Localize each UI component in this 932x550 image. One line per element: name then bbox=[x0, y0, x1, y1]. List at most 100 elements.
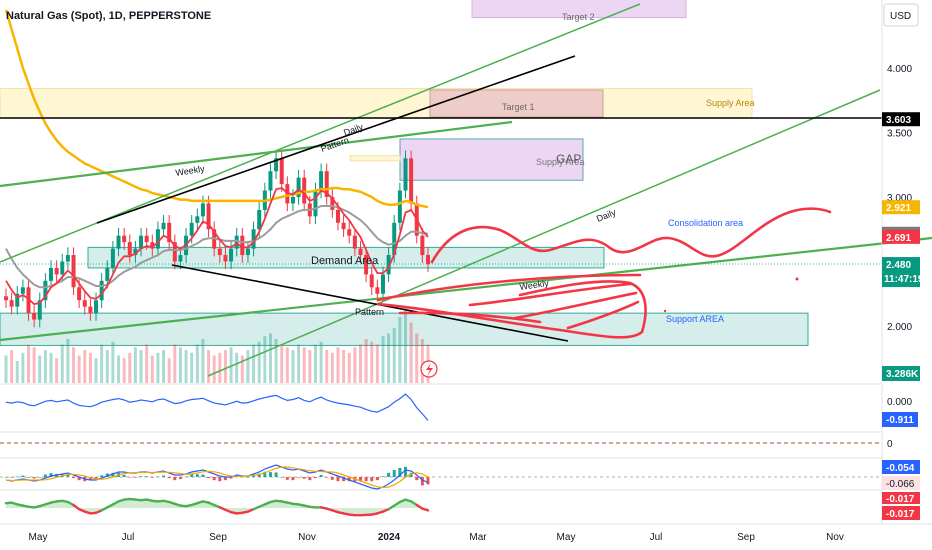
macd-hist-bar bbox=[212, 477, 216, 481]
volume-bar bbox=[274, 339, 278, 383]
trendlines-layer bbox=[0, 3, 932, 377]
candle-body bbox=[116, 235, 121, 249]
volume-bar bbox=[218, 352, 222, 383]
candle-body bbox=[172, 242, 177, 262]
volume-bar bbox=[235, 352, 239, 383]
candle-body bbox=[155, 229, 160, 249]
price-axis[interactable]: 2.000 3.000 3.500 4.000 bbox=[887, 64, 912, 333]
alert-lightning-icon[interactable] bbox=[420, 360, 438, 378]
macd-hist-bar bbox=[105, 473, 109, 477]
volume-bar bbox=[60, 344, 64, 383]
volume-bar bbox=[178, 347, 182, 383]
macd-hist-bar bbox=[252, 475, 256, 477]
macd-hist-bar bbox=[49, 473, 53, 477]
volume-bar bbox=[268, 333, 272, 383]
price-tick-label: 2.000 bbox=[887, 322, 912, 333]
candle-body bbox=[386, 255, 391, 275]
trendline-green-weekly bbox=[0, 120, 513, 188]
macd-hist-bar bbox=[100, 475, 104, 477]
candle-body bbox=[397, 190, 402, 223]
volume-bar bbox=[330, 352, 334, 383]
volume-bar bbox=[291, 350, 295, 383]
macd-hist-bar bbox=[381, 476, 385, 477]
annotation-consolidation: Consolidation area bbox=[668, 218, 743, 228]
candle-body bbox=[229, 248, 234, 262]
zone-supply-area-4 bbox=[349, 155, 401, 162]
macd-hist-bar bbox=[358, 477, 362, 482]
macd-hist-bar bbox=[268, 472, 272, 477]
candle-body bbox=[403, 158, 408, 191]
candle-body bbox=[279, 158, 284, 185]
candle-body bbox=[380, 274, 385, 294]
volume-bar bbox=[195, 344, 199, 383]
candle-body bbox=[9, 300, 14, 307]
volume-bar bbox=[15, 361, 19, 383]
price-badge-text: 2.691 bbox=[886, 233, 911, 244]
macd-hist-bar bbox=[246, 477, 250, 478]
oscillator-1-line bbox=[5, 393, 429, 421]
currency-button[interactable] bbox=[883, 3, 919, 27]
volume-bar bbox=[72, 347, 76, 383]
macd-line bbox=[5, 464, 429, 490]
osc1-zero-tick: 0.000 bbox=[887, 397, 912, 408]
candle-body bbox=[26, 287, 31, 314]
time-tick-label: Sep bbox=[209, 532, 227, 543]
time-axis[interactable]: May Jul Sep Nov 2024 Mar May Jul Sep Nov bbox=[29, 532, 844, 543]
macd-hist-bar bbox=[263, 471, 267, 477]
candle-body bbox=[4, 296, 8, 301]
macd-hist-bar bbox=[32, 477, 36, 479]
time-tick-label: Sep bbox=[737, 532, 755, 543]
candle-body bbox=[358, 248, 363, 256]
macd-badge-1-text: -0.054 bbox=[886, 463, 915, 474]
volume-bar bbox=[240, 355, 244, 383]
price-badge-text: 2.480 bbox=[886, 260, 911, 271]
macd-hist-bar bbox=[218, 477, 222, 482]
candle-body bbox=[296, 177, 301, 197]
mom-badge-1-text: -0.017 bbox=[886, 494, 915, 505]
candle-body bbox=[217, 248, 222, 256]
mom-badge-1 bbox=[882, 492, 920, 504]
volume-bar bbox=[10, 350, 14, 383]
volume-bar bbox=[347, 352, 351, 383]
volume-bar bbox=[280, 344, 284, 383]
candle-body bbox=[352, 235, 357, 249]
red-wedge-inner-3 bbox=[566, 300, 640, 330]
zone-label-support: Support AREA bbox=[666, 314, 724, 324]
volume-bar bbox=[167, 358, 171, 383]
candle-body bbox=[60, 261, 65, 275]
candle-body bbox=[290, 197, 295, 204]
price-badge bbox=[882, 229, 920, 244]
trendline-black-upper bbox=[96, 55, 576, 224]
macd-hist-bar bbox=[415, 477, 419, 481]
candle-body bbox=[364, 255, 369, 275]
macd-hist-bar bbox=[313, 477, 317, 479]
macd-badge-1 bbox=[882, 460, 920, 474]
candle-body bbox=[206, 203, 211, 230]
candle-body bbox=[347, 229, 352, 236]
candle-body bbox=[234, 235, 239, 249]
candle-body bbox=[20, 287, 25, 294]
volume-bar bbox=[94, 358, 98, 383]
trendline-green-support bbox=[0, 236, 932, 342]
candle-body bbox=[274, 158, 279, 172]
candle-body bbox=[302, 177, 307, 204]
osc1-badge-text: -0.911 bbox=[886, 415, 914, 426]
candle-body bbox=[426, 255, 430, 265]
volume-bar bbox=[32, 347, 36, 383]
volume-bar bbox=[302, 347, 306, 383]
candle-body bbox=[245, 248, 250, 256]
macd-hist-bar bbox=[420, 477, 424, 486]
volume-bar bbox=[100, 344, 104, 383]
candle-body bbox=[369, 274, 374, 288]
volume-bar bbox=[43, 350, 47, 383]
candle-body bbox=[127, 242, 132, 256]
macd-hist-bar bbox=[27, 477, 31, 478]
macd-hist-bar bbox=[15, 476, 19, 478]
volume-bar bbox=[83, 350, 87, 383]
volume-bar bbox=[358, 344, 362, 383]
candle-body bbox=[167, 222, 172, 243]
zone-labels: Target 2 Target 1 Supply Area GAP Supply… bbox=[311, 12, 755, 324]
candle-body bbox=[77, 287, 82, 301]
macd-hist-bar bbox=[167, 477, 171, 479]
